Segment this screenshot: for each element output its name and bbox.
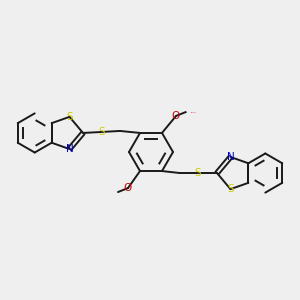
Text: N: N — [66, 144, 74, 154]
Text: methoxy: methoxy — [188, 109, 194, 110]
Text: N: N — [226, 152, 234, 162]
Text: O: O — [172, 111, 180, 121]
Text: S: S — [195, 168, 201, 178]
Text: S: S — [99, 127, 105, 137]
Text: S: S — [66, 112, 73, 122]
Text: S: S — [227, 184, 234, 194]
Text: methoxy: methoxy — [191, 111, 197, 112]
Text: methoxy: methoxy — [186, 111, 192, 112]
Text: O: O — [124, 183, 132, 193]
